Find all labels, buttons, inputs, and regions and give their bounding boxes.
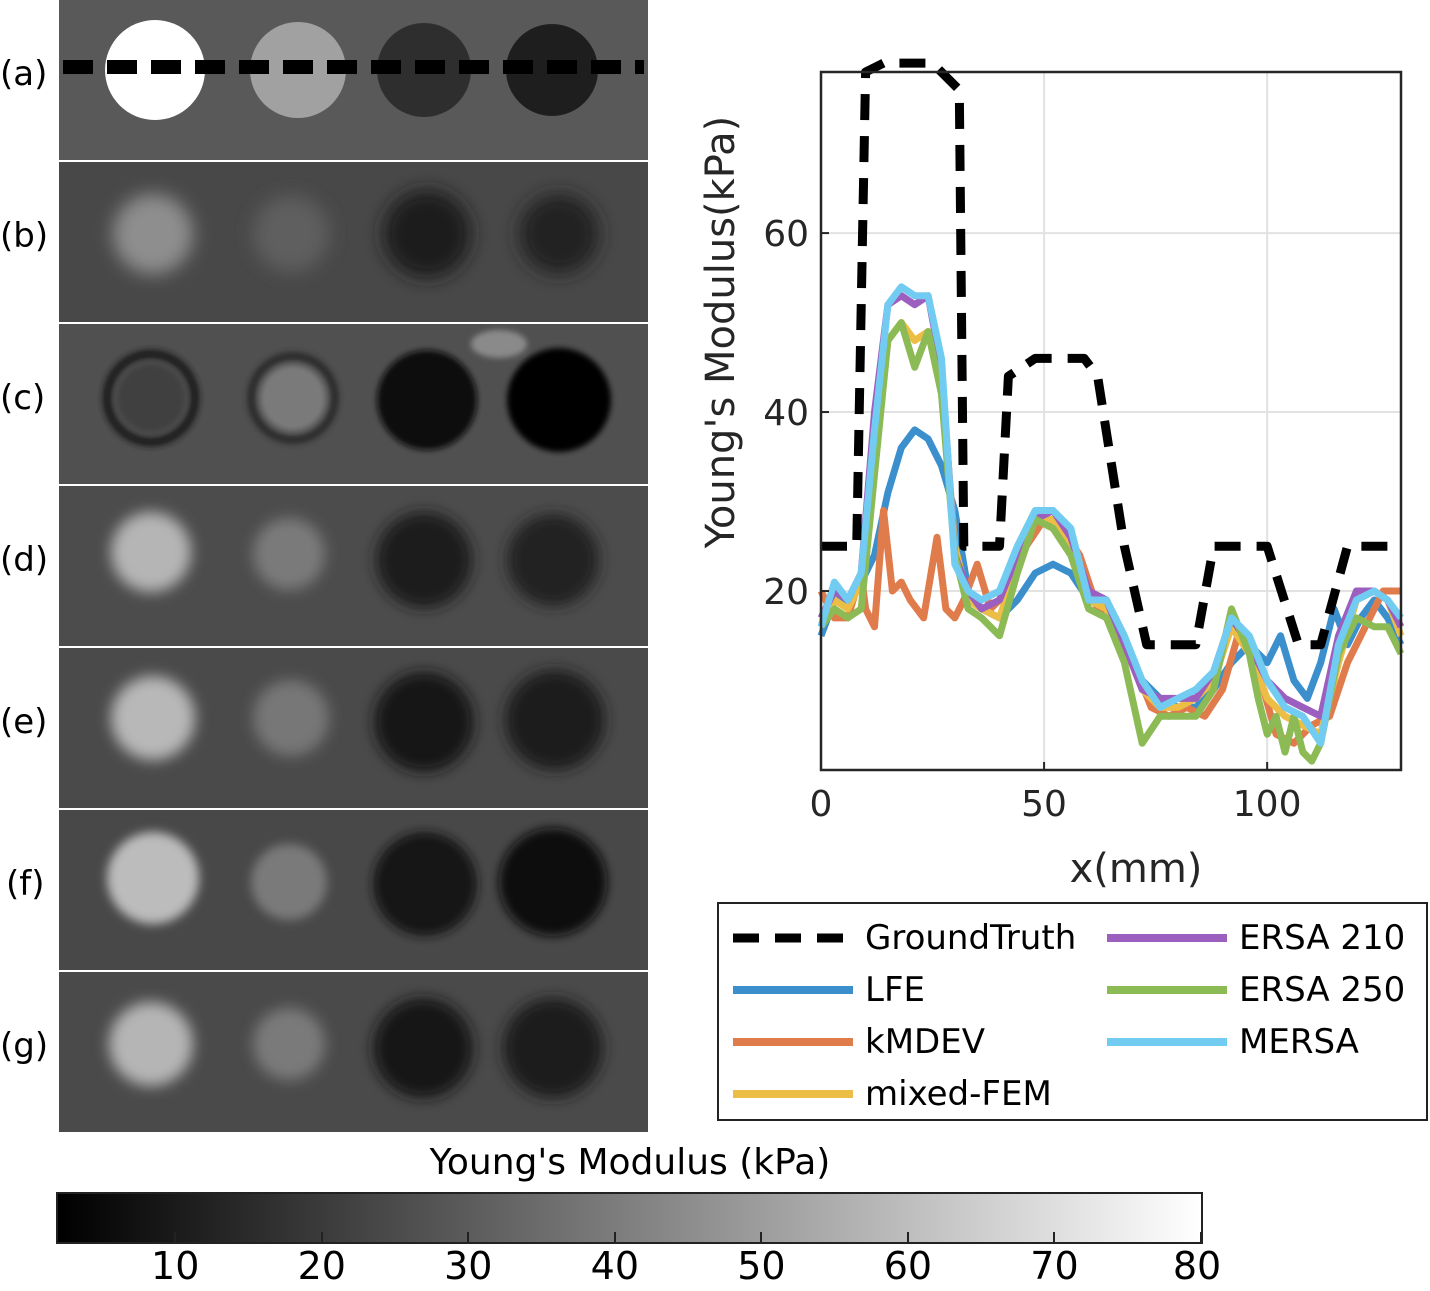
- inclusion-3: [373, 832, 477, 936]
- map-panel-b: [59, 162, 648, 322]
- map-panel-f: [59, 810, 648, 970]
- inclusion-4: [519, 194, 599, 274]
- inclusion-3: [377, 350, 477, 450]
- panel-label-d: (d): [0, 540, 49, 580]
- legend-swatch: [733, 1090, 853, 1098]
- map-panel-c: [59, 324, 648, 484]
- colorbar-tick: [613, 1232, 616, 1242]
- x-tick-label: 50: [1021, 784, 1067, 825]
- x-tick-label: 0: [810, 784, 833, 825]
- inclusion-4: [503, 998, 603, 1098]
- colorbar-tick: [320, 1232, 323, 1242]
- inclusion-2: [253, 196, 329, 272]
- colorbar-tick-label: 20: [297, 1244, 346, 1288]
- legend-label: ERSA 250: [1239, 970, 1406, 1010]
- legend-swatch: [1107, 1038, 1227, 1046]
- legend-label: ERSA 210: [1239, 918, 1406, 958]
- legend-swatch: [1107, 986, 1227, 994]
- highlight: [471, 330, 527, 358]
- colorbar-tick: [906, 1232, 909, 1242]
- x-axis-label: x(mm): [1070, 846, 1203, 890]
- colorbar-tick-label: 30: [444, 1244, 493, 1288]
- inclusion-3: [376, 512, 472, 608]
- series-groundtruth: [821, 58, 1401, 650]
- axes-frame: [819, 70, 1403, 772]
- map-panel-g: [59, 972, 648, 1132]
- inclusion-1: [111, 676, 195, 760]
- inclusion-1: [111, 512, 191, 592]
- inclusion-4: [505, 670, 605, 770]
- colorbar-tick-label: 60: [883, 1244, 933, 1288]
- inclusion-2: [253, 1008, 325, 1080]
- y-tick-label: 40: [763, 393, 809, 434]
- legend-item-mixed-fem: mixed-FEM: [731, 1074, 1052, 1114]
- colorbar-tick: [1053, 1232, 1056, 1242]
- map-panel-d: [59, 486, 648, 646]
- line-chart: 0 50 100 20 40 60 x(mm) Young's Modulus(kPa): [698, 58, 1405, 890]
- inclusion-2: [260, 365, 326, 431]
- y-tick-label: 60: [763, 214, 809, 255]
- panel-label-c: (c): [0, 378, 46, 418]
- inclusion-1: [107, 832, 199, 924]
- colorbar-tick: [1200, 1232, 1202, 1242]
- series-ersa-250: [818, 319, 1405, 765]
- legend-item-lfe: LFE: [731, 970, 925, 1010]
- inclusion-4: [507, 514, 599, 606]
- colorbar-tick: [760, 1232, 763, 1242]
- inclusion-4: [499, 828, 607, 936]
- panel-label-a: (a): [0, 54, 48, 94]
- x-tick-label: 100: [1233, 784, 1302, 825]
- legend-label: GroundTruth: [865, 918, 1077, 958]
- colorbar-tick-label: 40: [590, 1244, 640, 1288]
- y-axis-label: Young's Modulus(kPa): [698, 116, 744, 549]
- colorbar-tick: [174, 1232, 177, 1242]
- colorbar-tick-label: 80: [1172, 1244, 1222, 1288]
- legend-swatch: [733, 1038, 853, 1046]
- colorbar-tick-label: 10: [151, 1244, 200, 1288]
- map-panel-e: [59, 648, 648, 808]
- map-panel-a: [59, 0, 648, 160]
- inclusion-4: [507, 348, 611, 452]
- colorbar-tick-label: 50: [737, 1244, 786, 1288]
- colorbar: [56, 1192, 1203, 1244]
- legend-label: MERSA: [1239, 1022, 1359, 1062]
- colorbar-tick-label: 70: [1030, 1244, 1079, 1288]
- legend-swatch: [1107, 934, 1227, 942]
- inclusion-2-ring: [247, 352, 339, 444]
- legend-item-mersa: MERSA: [1105, 1022, 1359, 1062]
- legend-label: LFE: [865, 970, 925, 1010]
- panel-label-f: (f): [6, 864, 45, 904]
- inclusion-3: [373, 998, 473, 1098]
- inclusion-2: [253, 518, 325, 590]
- inclusion-1: [109, 1002, 193, 1086]
- series-mersa: [817, 283, 1404, 747]
- y-tick-label: 20: [763, 572, 809, 613]
- legend-item-ersa-250: ERSA 250: [1105, 970, 1405, 1010]
- inclusion-2: [253, 680, 329, 756]
- plot-area: [821, 72, 1401, 770]
- legend-label: mixed-FEM: [865, 1074, 1052, 1114]
- legend-item-kmdev: kMDEV: [731, 1022, 985, 1062]
- inclusion-1-ring: [102, 349, 200, 447]
- panel-label-e: (e): [0, 702, 48, 742]
- legend-item-ersa-210: ERSA 210: [1105, 918, 1405, 958]
- colorbar-title: Young's Modulus (kPa): [429, 1142, 831, 1183]
- legend-swatch: [733, 986, 853, 994]
- legend-label: kMDEV: [865, 1022, 985, 1062]
- inclusion-3: [383, 190, 471, 278]
- panel-label-g: (g): [0, 1026, 49, 1066]
- legend-item-groundtruth: GroundTruth: [731, 918, 1076, 958]
- panel-label-b: (b): [0, 216, 49, 256]
- colorbar-tick: [467, 1232, 470, 1242]
- legend-swatch: [733, 933, 853, 943]
- inclusion-1: [117, 364, 185, 432]
- chart-legend: GroundTruth LFE kMDEV mixed-FEM ERSA 210 ERSA…: [717, 902, 1428, 1121]
- inclusion-3: [374, 672, 474, 772]
- inclusion-2: [251, 844, 327, 920]
- inclusion-1: [113, 194, 193, 274]
